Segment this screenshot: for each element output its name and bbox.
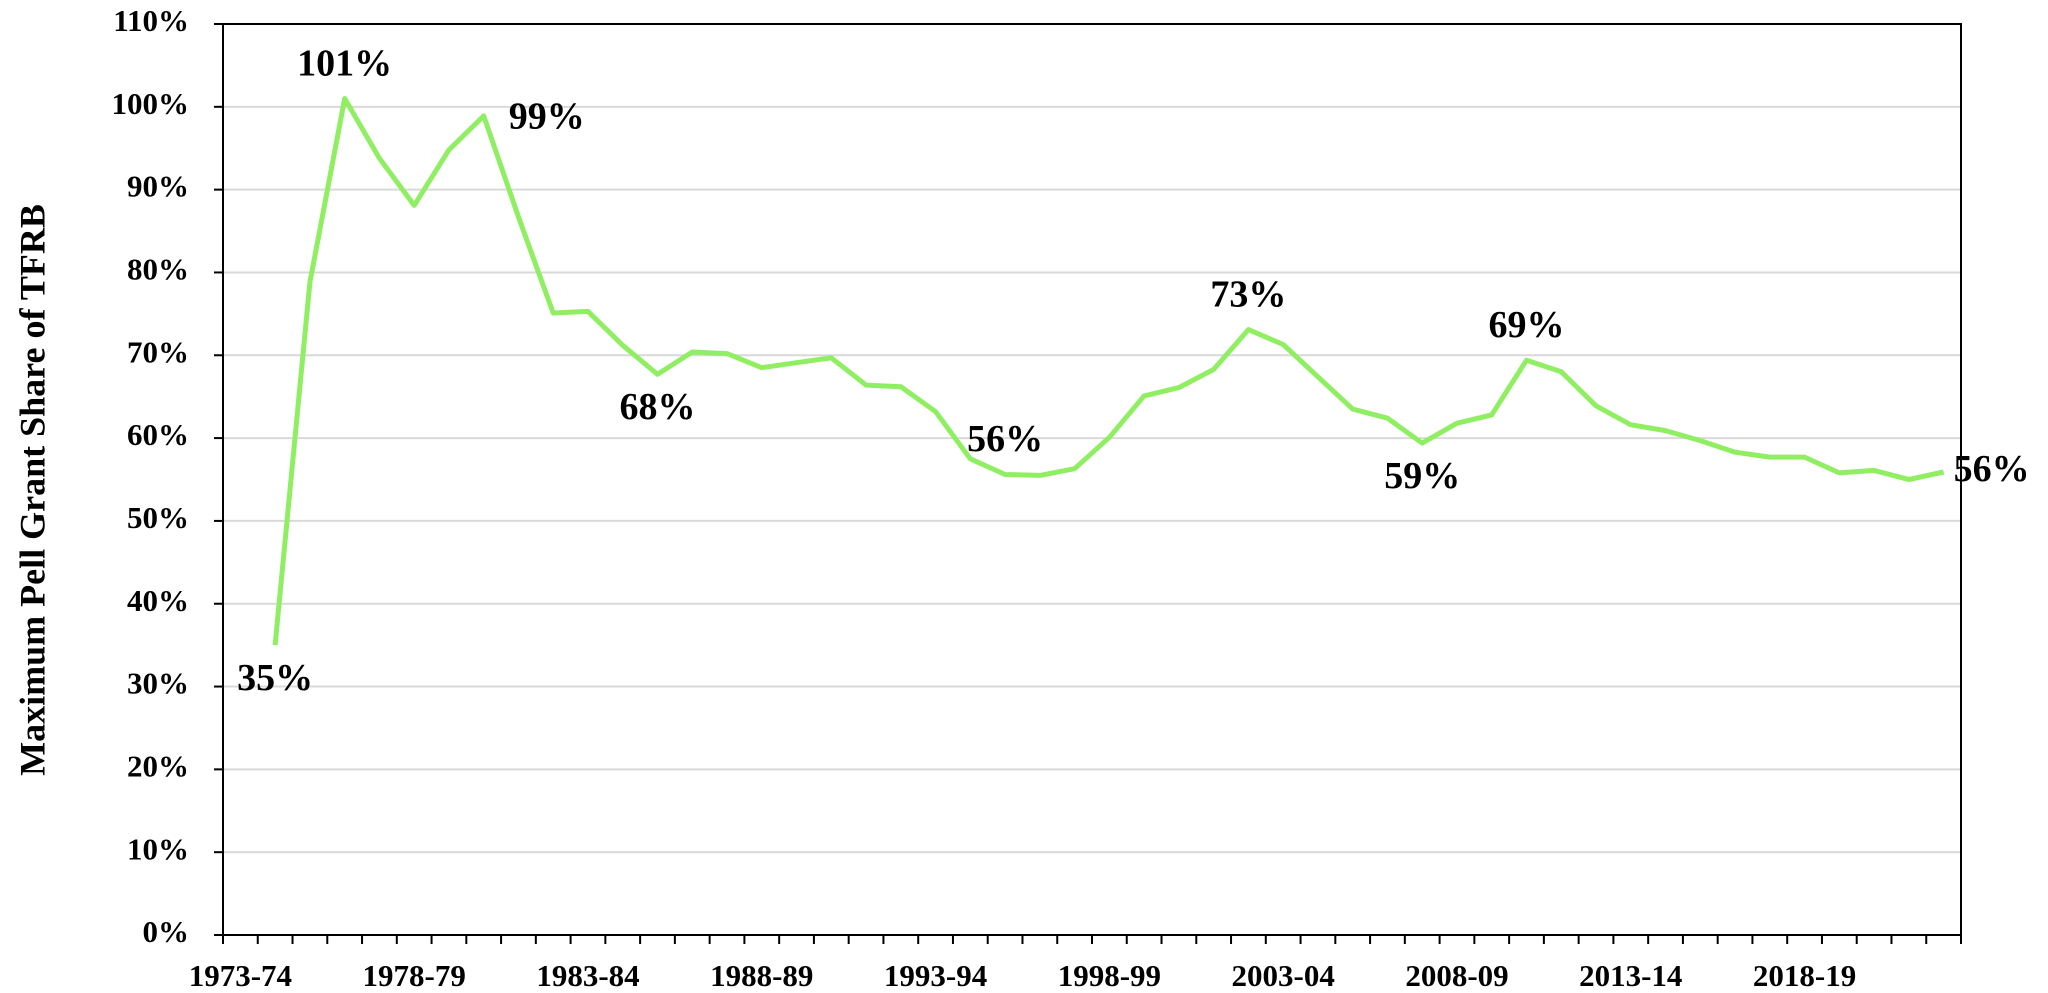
y-tick-label: 50% [127, 500, 189, 535]
x-tick-label: 2013-14 [1579, 958, 1682, 993]
data-label: 73% [1210, 273, 1286, 315]
x-tick-label: 1988-89 [710, 958, 813, 993]
x-tick-label: 2008-09 [1405, 958, 1508, 993]
y-tick-label: 100% [112, 86, 190, 121]
data-label: 35% [237, 657, 313, 699]
y-tick-label: 30% [127, 666, 189, 701]
y-tick-label: 0% [143, 914, 190, 949]
y-tick-label: 20% [127, 748, 189, 783]
data-label: 56% [1954, 448, 2030, 490]
data-label: 99% [509, 96, 585, 138]
data-label: 101% [297, 42, 392, 84]
x-tick-label: 2003-04 [1232, 958, 1335, 993]
y-tick-label: 110% [113, 3, 189, 38]
y-tick-label: 60% [127, 417, 189, 452]
plot-border [222, 23, 1962, 936]
data-label: 56% [967, 418, 1043, 460]
y-tick-label: 90% [127, 169, 189, 204]
data-label: 59% [1384, 455, 1460, 497]
y-tick-label: 10% [127, 831, 189, 866]
x-tick-label: 1973-74 [189, 958, 292, 993]
x-tick-label: 1998-99 [1058, 958, 1161, 993]
data-line [272, 96, 1945, 646]
x-tick-label: 1978-79 [363, 958, 466, 993]
y-tick-label: 40% [127, 583, 189, 618]
y-axis-title: Maximum Pell Grant Share of TFRB [12, 204, 52, 776]
x-tick-label: 1993-94 [884, 958, 987, 993]
x-tick-label: 1983-84 [536, 958, 639, 993]
data-label: 68% [620, 386, 696, 428]
data-label: 69% [1489, 304, 1565, 346]
x-tick-label: 2018-19 [1753, 958, 1856, 993]
y-tick-label: 70% [127, 334, 189, 369]
y-tick-label: 80% [127, 252, 189, 287]
